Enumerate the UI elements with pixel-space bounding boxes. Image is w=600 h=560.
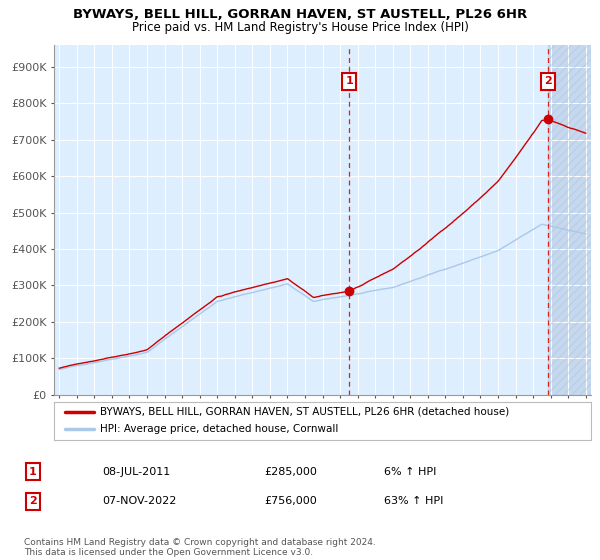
Text: BYWAYS, BELL HILL, GORRAN HAVEN, ST AUSTELL, PL26 6HR: BYWAYS, BELL HILL, GORRAN HAVEN, ST AUST… (73, 8, 527, 21)
Text: 08-JUL-2011: 08-JUL-2011 (102, 466, 170, 477)
Text: 2: 2 (29, 496, 37, 506)
Text: 1: 1 (345, 76, 353, 86)
Text: 63% ↑ HPI: 63% ↑ HPI (384, 496, 443, 506)
Bar (548, 45, 600, 395)
Text: £756,000: £756,000 (264, 496, 317, 506)
Text: BYWAYS, BELL HILL, GORRAN HAVEN, ST AUSTELL, PL26 6HR (detached house): BYWAYS, BELL HILL, GORRAN HAVEN, ST AUST… (100, 407, 509, 417)
Text: 1: 1 (29, 466, 37, 477)
Text: £285,000: £285,000 (264, 466, 317, 477)
Text: 6% ↑ HPI: 6% ↑ HPI (384, 466, 436, 477)
Text: HPI: Average price, detached house, Cornwall: HPI: Average price, detached house, Corn… (100, 424, 338, 435)
Bar (548, 45, 600, 395)
Text: 07-NOV-2022: 07-NOV-2022 (102, 496, 176, 506)
Text: Price paid vs. HM Land Registry's House Price Index (HPI): Price paid vs. HM Land Registry's House … (131, 21, 469, 34)
Text: 2: 2 (544, 76, 552, 86)
Text: Contains HM Land Registry data © Crown copyright and database right 2024.
This d: Contains HM Land Registry data © Crown c… (24, 538, 376, 557)
